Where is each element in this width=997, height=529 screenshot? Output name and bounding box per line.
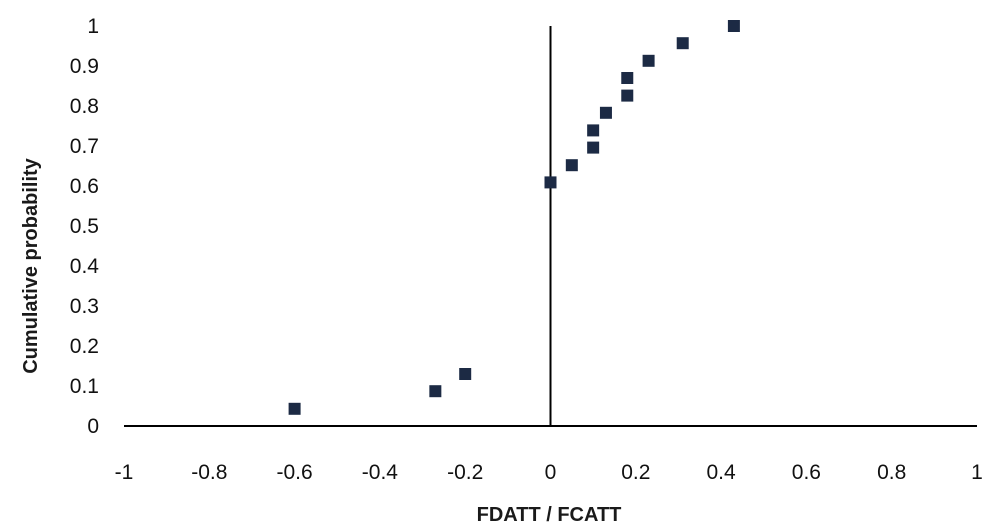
data-point [599,106,612,119]
y-tick-label: 0.3 [70,295,99,318]
y-axis-tick-labels: 0 0.1 0.2 0.3 0.4 0.5 0.6 0.7 0.8 0.9 1 [70,15,100,438]
y-tick-label: 1 [87,15,99,38]
y-tick-label: 0.6 [70,175,99,198]
y-tick-label: 0.8 [70,95,99,118]
data-point [587,141,600,154]
y-tick-label: 0.5 [70,215,99,238]
data-point [587,124,600,137]
x-tick-label: 0.6 [792,461,821,484]
data-points [288,20,740,415]
data-point [429,385,442,398]
y-tick-label: 0.2 [70,335,99,358]
x-tick-label: -0.6 [277,461,313,484]
y-tick-label: 0.9 [70,55,99,78]
data-point [642,54,655,67]
data-point [621,72,634,84]
x-tick-label: 0.8 [877,461,906,484]
x-tick-label: -0.4 [362,461,399,484]
x-tick-label: 0.2 [621,461,650,484]
data-point [727,20,740,32]
x-tick-label: -0.8 [191,461,227,484]
x-tick-label: 1 [971,461,983,484]
data-point [288,402,301,415]
data-point [621,89,634,102]
data-point [676,37,689,50]
x-tick-label: -0.2 [447,461,483,484]
x-tick-label: 0 [545,461,557,484]
y-tick-label: 0.1 [70,375,99,398]
x-tick-label: -1 [115,461,134,484]
data-point [544,176,557,189]
data-point [565,159,578,172]
x-tick-label: 0.4 [706,461,736,484]
x-axis-title: FDATT / FCATT [477,504,622,526]
y-axis-title: Cumulative probability [20,157,42,373]
y-tick-label: 0.4 [70,255,100,278]
y-tick-label: 0 [87,415,99,438]
data-point [459,368,472,380]
y-tick-label: 0.7 [70,135,99,158]
x-axis-tick-labels: -1 -0.8 -0.6 -0.4 -0.2 0 0.2 0.4 0.6 0.8 1 [115,461,983,484]
